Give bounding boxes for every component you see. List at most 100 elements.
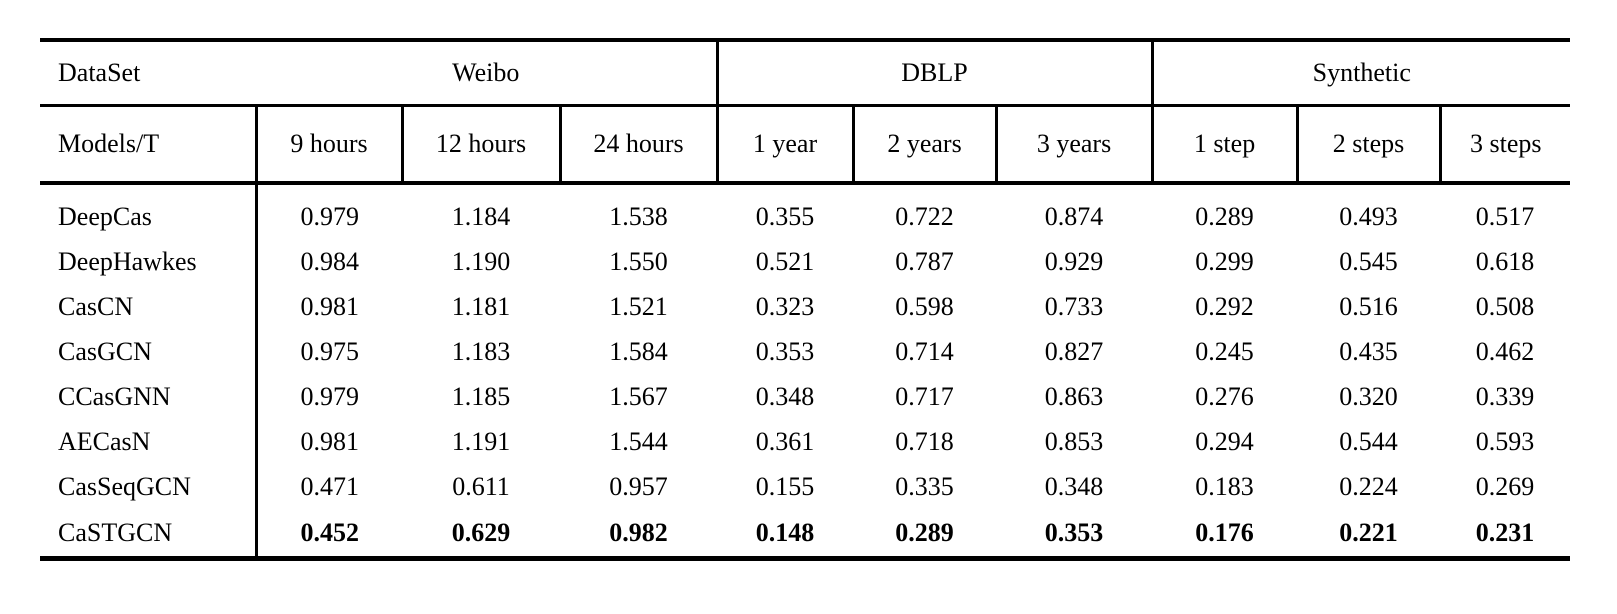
value-cell: 0.787 — [895, 246, 954, 276]
value-cell: 0.176 — [1195, 517, 1254, 547]
value-cell: 0.339 — [1475, 381, 1535, 411]
value-cell: 0.148 — [755, 517, 815, 547]
value-cell: 0.982 — [609, 517, 668, 547]
value-cell: 0.335 — [895, 471, 954, 501]
value-cell: 0.929 — [1044, 246, 1104, 276]
value-cell: 0.516 — [1339, 291, 1398, 321]
group-header-dblp: DBLP — [717, 40, 1154, 107]
value-cell: 0.183 — [1195, 471, 1254, 501]
value-cell: 1.191 — [451, 426, 511, 456]
column-header-models-t: Models/T — [40, 105, 258, 185]
value-cell: 0.975 — [300, 336, 360, 366]
value-cell: 1.183 — [451, 336, 511, 366]
value-cell: 0.733 — [1044, 291, 1104, 321]
column-header-3-steps: 3 steps — [1440, 105, 1571, 185]
value-cell: 1.185 — [451, 381, 511, 411]
model-name-cell: CasGCN — [40, 329, 258, 374]
value-cell: 1.544 — [609, 426, 668, 456]
table-row-deephawkes: DeepHawkes 0.984 1.190 1.550 0.521 0.787 0.929… — [40, 239, 1570, 284]
value-cell: 0.221 — [1339, 517, 1398, 547]
group-header-weibo: Weibo — [256, 40, 719, 107]
value-cell: 0.827 — [1044, 336, 1104, 366]
value-cell: 0.361 — [755, 426, 815, 456]
table-row-deepcas: DeepCas 0.979 1.184 1.538 0.355 0.722 0.874 0.2… — [40, 183, 1570, 239]
value-cell: 0.294 — [1195, 426, 1254, 456]
model-name-cell: DeepHawkes — [40, 239, 258, 284]
value-cell: 0.353 — [755, 336, 815, 366]
value-cell: 0.611 — [452, 471, 510, 501]
value-cell: 0.435 — [1339, 336, 1398, 366]
column-header-2-steps: 2 steps — [1297, 105, 1442, 185]
column-header-12-hours: 12 hours — [402, 105, 562, 185]
value-cell: 1.567 — [609, 381, 668, 411]
value-cell: 0.355 — [755, 201, 815, 231]
table-body: DeepCas 0.979 1.184 1.538 0.355 0.722 0.874 0.2… — [40, 183, 1570, 559]
value-cell: 1.521 — [609, 291, 668, 321]
value-cell: 1.190 — [451, 246, 511, 276]
value-cell: 0.718 — [895, 426, 954, 456]
table-row-cascn: CasCN 0.981 1.181 1.521 0.323 0.598 0.733 0.292… — [40, 284, 1570, 329]
value-cell: 1.550 — [609, 246, 668, 276]
value-cell: 0.853 — [1044, 426, 1104, 456]
group-header-synthetic: Synthetic — [1152, 40, 1571, 107]
value-cell: 0.874 — [1044, 201, 1104, 231]
value-cell: 0.722 — [895, 201, 954, 231]
model-name-cell: CasSeqGCN — [40, 464, 258, 509]
model-name-cell: CasCN — [40, 284, 258, 329]
value-cell: 0.276 — [1195, 381, 1254, 411]
model-name-cell: CaSTGCN — [40, 509, 258, 559]
value-cell: 0.714 — [895, 336, 954, 366]
header-group-row: DataSet Weibo DBLP Synthetic — [40, 40, 1571, 107]
group-header-dataset: DataSet — [40, 40, 256, 107]
table-row-casseqgcn: CasSeqGCN 0.471 0.611 0.957 0.155 0.335 0.348 0… — [40, 464, 1570, 509]
value-cell: 0.245 — [1195, 336, 1254, 366]
value-cell: 0.629 — [451, 517, 511, 547]
value-cell: 0.320 — [1339, 381, 1398, 411]
value-cell: 0.323 — [755, 291, 815, 321]
value-cell: 0.521 — [755, 246, 815, 276]
column-header-1-year: 1 year — [717, 105, 855, 185]
model-name-cell: AECasN — [40, 419, 258, 464]
value-cell: 0.717 — [895, 381, 954, 411]
table-row-castgcn: CaSTGCN 0.452 0.629 0.982 0.148 0.289 0.353 0.1… — [40, 509, 1570, 559]
value-cell: 0.957 — [609, 471, 668, 501]
value-cell: 0.493 — [1339, 201, 1398, 231]
value-cell: 0.299 — [1195, 246, 1254, 276]
value-cell: 0.224 — [1339, 471, 1398, 501]
value-cell: 0.231 — [1475, 517, 1535, 547]
value-cell: 0.593 — [1475, 426, 1535, 456]
column-header-1-step: 1 step — [1152, 105, 1299, 185]
table-row-casgcn: CasGCN 0.975 1.183 1.584 0.353 0.714 0.827 0.24… — [40, 329, 1570, 374]
value-cell: 0.517 — [1475, 201, 1535, 231]
table-header: DataSet Weibo DBLP Synthetic Models/T 9 hour… — [40, 40, 1571, 185]
table-row-ccasgnn: CCasGNN 0.979 1.185 1.567 0.348 0.717 0.863 0.2… — [40, 374, 1570, 419]
table-row-aecasn: AECasN 0.981 1.191 1.544 0.361 0.718 0.853 0.29… — [40, 419, 1570, 464]
value-cell: 0.289 — [895, 517, 954, 547]
column-header-24-hours: 24 hours — [560, 105, 719, 185]
value-cell: 0.353 — [1044, 517, 1104, 547]
value-cell: 0.863 — [1044, 381, 1104, 411]
value-cell: 0.452 — [300, 517, 360, 547]
value-cell: 0.508 — [1475, 291, 1535, 321]
value-cell: 0.269 — [1475, 471, 1535, 501]
model-name-cell: CCasGNN — [40, 374, 258, 419]
value-cell: 1.184 — [451, 201, 511, 231]
value-cell: 0.289 — [1195, 201, 1254, 231]
model-name-cell: DeepCas — [40, 183, 258, 239]
value-cell: 0.471 — [300, 471, 360, 501]
value-cell: 1.181 — [451, 291, 511, 321]
value-cell: 0.598 — [895, 291, 954, 321]
value-cell: 0.984 — [300, 246, 360, 276]
value-cell: 0.618 — [1475, 246, 1535, 276]
value-cell: 0.155 — [755, 471, 815, 501]
results-table-container: DataSet Weibo DBLP Synthetic Models/T 9 hour… — [40, 38, 1571, 561]
value-cell: 0.979 — [300, 201, 360, 231]
value-cell: 0.348 — [1044, 471, 1104, 501]
value-cell: 0.292 — [1195, 291, 1254, 321]
value-cell: 1.538 — [609, 201, 668, 231]
value-cell: 0.348 — [755, 381, 815, 411]
value-cell: 0.981 — [300, 426, 360, 456]
value-cell: 1.584 — [609, 336, 668, 366]
value-cell: 0.979 — [300, 381, 360, 411]
